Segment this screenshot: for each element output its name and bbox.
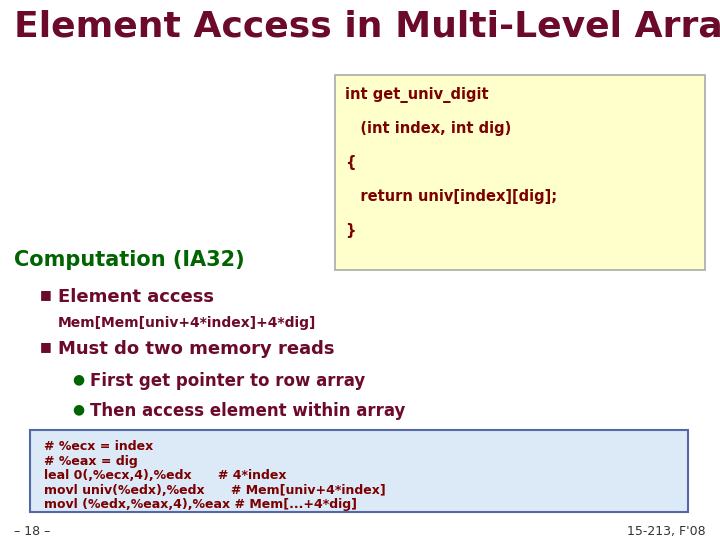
- Text: 15-213, F'08: 15-213, F'08: [627, 525, 706, 538]
- Text: movl univ(%edx),%edx      # Mem[univ+4*index]: movl univ(%edx),%edx # Mem[univ+4*index]: [44, 483, 386, 496]
- FancyBboxPatch shape: [30, 430, 688, 512]
- Text: (int index, int dig): (int index, int dig): [345, 121, 511, 136]
- Text: First get pointer to row array: First get pointer to row array: [90, 372, 365, 390]
- Text: Element Access in Multi-Level Array: Element Access in Multi-Level Array: [14, 10, 720, 44]
- Text: # %eax = dig: # %eax = dig: [44, 455, 138, 468]
- Text: # %ecx = index: # %ecx = index: [44, 440, 153, 453]
- Text: }: }: [345, 223, 356, 238]
- Text: ●: ●: [72, 402, 84, 416]
- Text: Element access: Element access: [58, 288, 214, 306]
- Text: leal 0(,%ecx,4),%edx      # 4*index: leal 0(,%ecx,4),%edx # 4*index: [44, 469, 287, 482]
- Text: return univ[index][dig];: return univ[index][dig];: [345, 189, 557, 204]
- Text: Mem[Mem[univ+4*index]+4*dig]: Mem[Mem[univ+4*index]+4*dig]: [58, 316, 316, 330]
- Text: Computation (IA32): Computation (IA32): [14, 250, 245, 270]
- Text: {: {: [345, 155, 356, 170]
- Text: – 18 –: – 18 –: [14, 525, 50, 538]
- Text: ●: ●: [72, 372, 84, 386]
- Text: ■: ■: [40, 340, 52, 353]
- Text: movl (%edx,%eax,4),%eax # Mem[...+4*dig]: movl (%edx,%eax,4),%eax # Mem[...+4*dig]: [44, 498, 357, 511]
- Text: Then access element within array: Then access element within array: [90, 402, 405, 420]
- Text: Must do two memory reads: Must do two memory reads: [58, 340, 335, 358]
- Text: ■: ■: [40, 288, 52, 301]
- Text: int get_univ_digit: int get_univ_digit: [345, 87, 489, 103]
- FancyBboxPatch shape: [335, 75, 705, 270]
